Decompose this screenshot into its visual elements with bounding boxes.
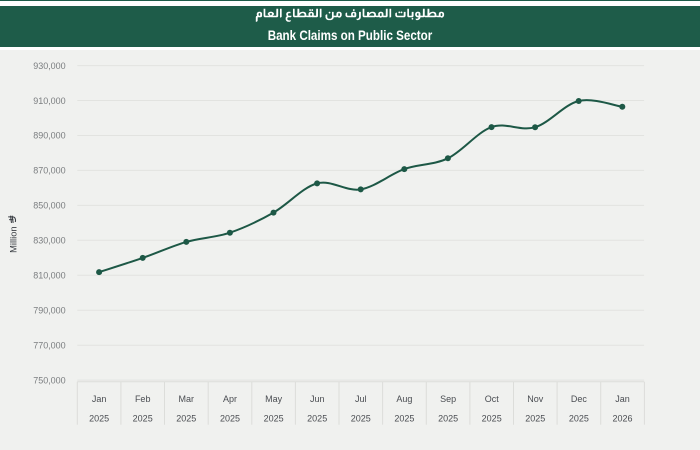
svg-text:770,000: 770,000 bbox=[33, 339, 66, 350]
svg-text:2025: 2025 bbox=[525, 414, 545, 424]
svg-text:Nov: Nov bbox=[527, 394, 544, 404]
svg-text:Apr: Apr bbox=[223, 394, 237, 404]
svg-text:790,000: 790,000 bbox=[33, 304, 66, 315]
svg-text:2025: 2025 bbox=[220, 414, 240, 424]
svg-text:2025: 2025 bbox=[176, 414, 196, 424]
svg-text:Oct: Oct bbox=[485, 394, 500, 404]
svg-text:Million: Million bbox=[8, 226, 18, 253]
svg-text:Mar: Mar bbox=[179, 394, 195, 404]
svg-text:930,000: 930,000 bbox=[33, 60, 66, 71]
svg-text:Sep: Sep bbox=[440, 394, 456, 404]
svg-text:910,000: 910,000 bbox=[33, 95, 66, 106]
svg-text:Bank Claims on Public Sector: Bank Claims on Public Sector bbox=[268, 27, 433, 43]
svg-text:850,000: 850,000 bbox=[33, 200, 66, 211]
svg-text:890,000: 890,000 bbox=[33, 130, 66, 141]
svg-text:Jan: Jan bbox=[615, 394, 630, 404]
svg-text:830,000: 830,000 bbox=[33, 235, 66, 246]
svg-text:Jan: Jan bbox=[92, 394, 107, 404]
svg-text:2025: 2025 bbox=[569, 414, 589, 424]
svg-text:2026: 2026 bbox=[612, 414, 632, 424]
svg-text:870,000: 870,000 bbox=[33, 165, 66, 176]
svg-text:Aug: Aug bbox=[396, 394, 412, 404]
svg-text:Dec: Dec bbox=[571, 394, 588, 404]
svg-text:Feb: Feb bbox=[135, 394, 151, 404]
svg-text:750,000: 750,000 bbox=[33, 374, 66, 385]
svg-text:2025: 2025 bbox=[351, 414, 371, 424]
svg-text:2025: 2025 bbox=[133, 414, 153, 424]
svg-text:810,000: 810,000 bbox=[33, 270, 66, 281]
svg-text:2025: 2025 bbox=[482, 414, 502, 424]
svg-text:2025: 2025 bbox=[307, 414, 327, 424]
svg-text:Jul: Jul bbox=[355, 394, 367, 404]
svg-text:2025: 2025 bbox=[264, 414, 284, 424]
svg-text:2025: 2025 bbox=[438, 414, 458, 424]
svg-text:May: May bbox=[265, 394, 283, 404]
svg-text:2025: 2025 bbox=[89, 414, 109, 424]
svg-text:Jun: Jun bbox=[310, 394, 325, 404]
svg-text:2025: 2025 bbox=[394, 414, 414, 424]
